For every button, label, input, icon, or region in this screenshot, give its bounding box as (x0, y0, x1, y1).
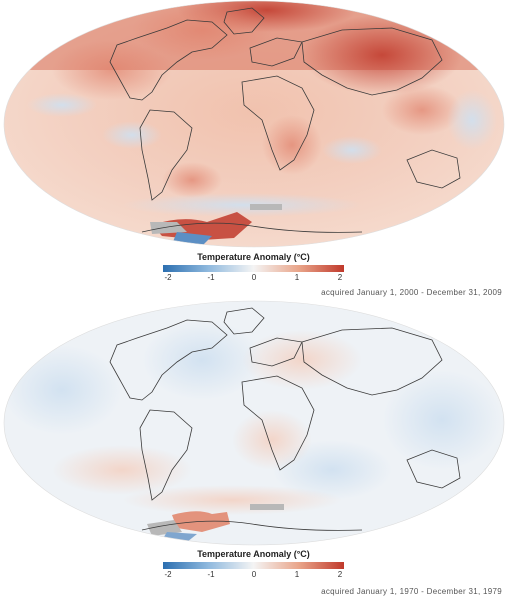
legend-tick: 0 (251, 570, 257, 579)
temperature-anomaly-map-2000s (3, 0, 505, 248)
legend-title: Temperature Anomaly (°C) (197, 252, 310, 262)
legend-tick: -1 (207, 273, 215, 282)
map-panel-1970s: Temperature Anomaly (°C) -2 -1 0 1 2 acq… (0, 300, 510, 602)
legend-tick: 0 (251, 273, 257, 282)
coastlines-1970s (109, 307, 461, 531)
temperature-anomaly-map-1970s (3, 300, 505, 546)
legend-tick: 2 (337, 570, 343, 579)
legend-tick: -1 (207, 570, 215, 579)
map-caption: acquired January 1, 1970 - December 31, … (321, 587, 502, 596)
map-panel-2000s: Temperature Anomaly (°C) -2 -1 0 1 2 acq… (0, 0, 510, 300)
legend-colorbar (163, 265, 344, 272)
map-caption: acquired January 1, 2000 - December 31, … (321, 288, 502, 297)
coastlines-2000s (109, 7, 461, 233)
legend-colorbar (163, 562, 344, 569)
legend-tick: 2 (337, 273, 343, 282)
map-field-1970s (4, 301, 504, 545)
legend-tick: -2 (164, 570, 172, 579)
legend-tick: 1 (294, 570, 300, 579)
legend-tick: 1 (294, 273, 300, 282)
legend-title: Temperature Anomaly (°C) (197, 549, 310, 559)
map-field-2000s (4, 1, 504, 247)
legend-tick: -2 (164, 273, 172, 282)
